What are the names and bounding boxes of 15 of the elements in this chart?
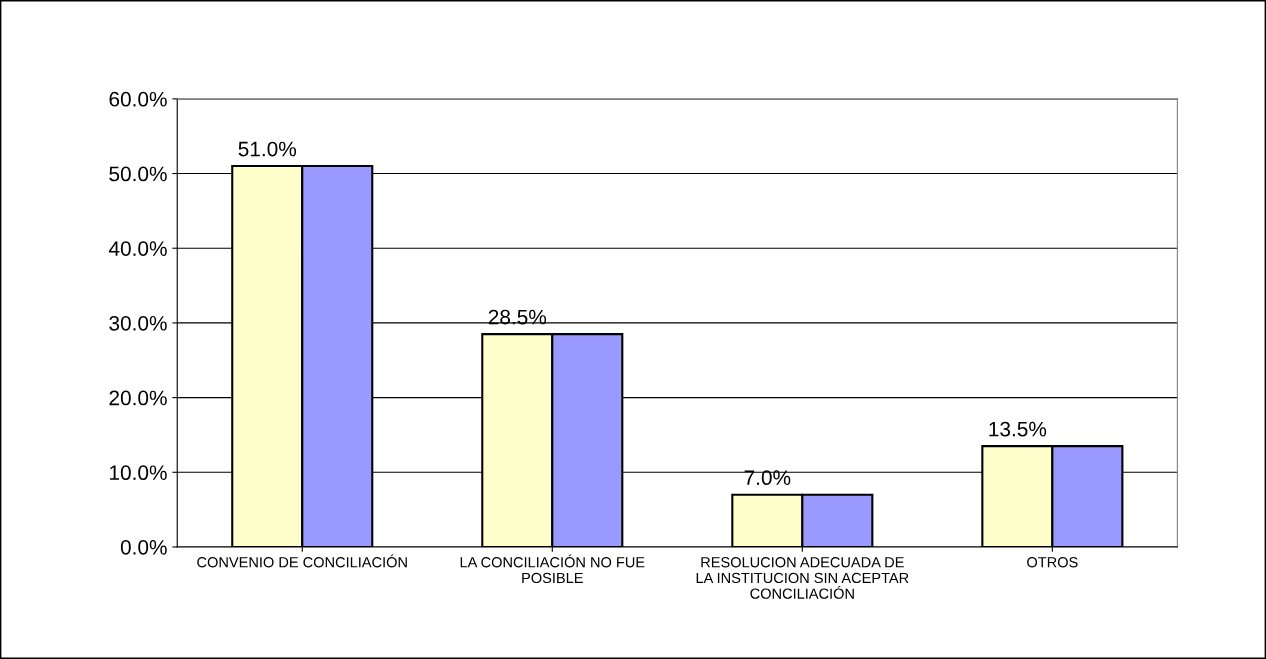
y-tick-label: 0.0% xyxy=(120,539,167,555)
x-tick-label: CONVENIO DE CONCILIACIÓN xyxy=(197,554,407,568)
data-label: 7.0% xyxy=(744,470,791,486)
x-tick-label: LA CONCILIACIÓN NO FUE POSIBLE xyxy=(460,554,645,584)
data-label: 13.5% xyxy=(989,421,1047,437)
y-tick-label: 30.0% xyxy=(109,315,167,331)
y-tick-label: 50.0% xyxy=(109,166,167,182)
y-tick-label: 40.0% xyxy=(108,241,167,256)
data-label: 28.5% xyxy=(488,309,547,325)
y-tick-label: 60.0% xyxy=(109,91,167,107)
y-tick-label: 10.0% xyxy=(110,465,167,481)
data-label: 51.0% xyxy=(238,141,297,157)
x-tick-label: OTROS xyxy=(1027,557,1078,568)
y-tick-label: 20.0% xyxy=(109,390,167,406)
x-tick-label: RESOLUCION ADECUADA DE LA INSTITUCION SIN ACEPTAR CONCILIACIÓN xyxy=(696,557,909,599)
